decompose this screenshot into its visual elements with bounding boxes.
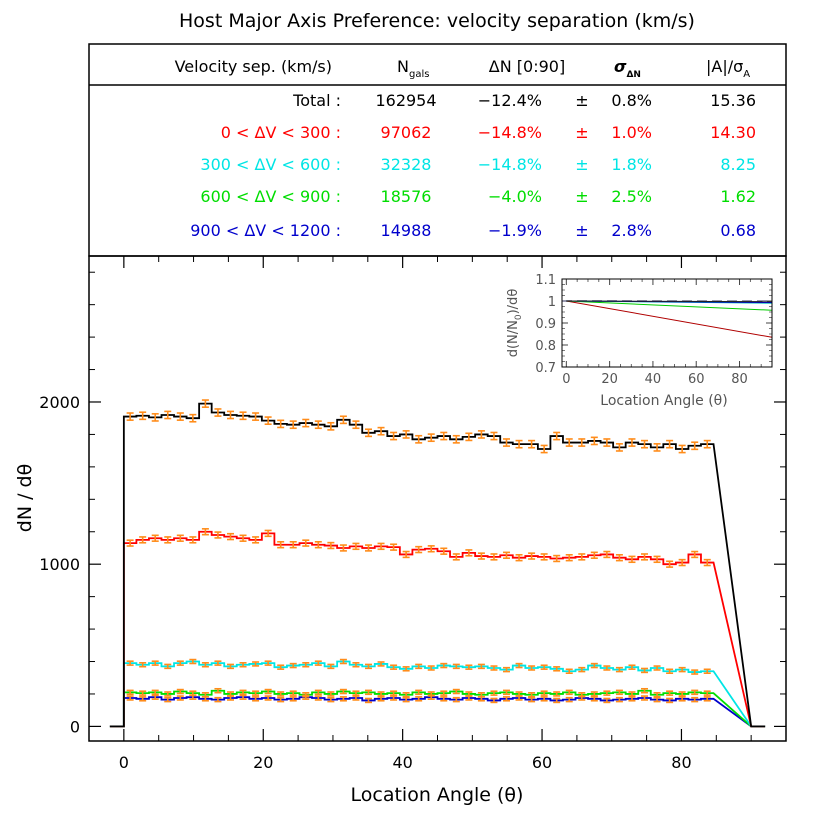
inset-y-tick-label: 1.1 xyxy=(535,273,556,288)
table-row: 900 < ΔV < 1200 : 14988 −1.9% ± 2.8% 0.6… xyxy=(190,221,756,240)
row-label: 300 < ΔV < 600 : xyxy=(200,155,341,174)
inset-y-tick-label: 0.9 xyxy=(535,317,556,332)
row-pm: ± xyxy=(575,187,588,206)
row-dn: −12.4% xyxy=(478,91,542,110)
x-axis-label: Location Angle (θ) xyxy=(351,784,524,806)
row-sigma: 1.8% xyxy=(611,155,652,174)
x-tick-label: 0 xyxy=(119,753,129,772)
row-ratio: 14.30 xyxy=(710,123,756,142)
header-ratio-main: |A|/σ xyxy=(706,57,743,76)
header-ngals: Ngals xyxy=(397,57,429,80)
header-sigma: σΔN xyxy=(614,57,641,80)
main-plot-frame xyxy=(88,255,787,742)
row-pm: ± xyxy=(575,123,588,142)
inset-y-tick-label: 1 xyxy=(548,295,556,310)
inset-series-line xyxy=(566,300,773,311)
row-ngals: 97062 xyxy=(381,123,432,142)
y-tick-label: 1000 xyxy=(39,555,80,574)
y-tick-label: 2000 xyxy=(39,393,80,412)
x-tick-label: 20 xyxy=(253,753,273,772)
histogram-series-line xyxy=(109,402,766,728)
x-tick-label: 80 xyxy=(671,753,691,772)
row-ratio: 15.36 xyxy=(710,91,756,110)
inset-y-tick-label: 0.8 xyxy=(535,339,556,354)
inset-x-tick-label: 20 xyxy=(601,372,618,387)
x-tick-label: 60 xyxy=(532,753,552,772)
inset-x-tick-label: 40 xyxy=(645,372,662,387)
header-sigma-main: σ xyxy=(614,57,627,76)
inset-x-tick-label: 60 xyxy=(688,372,705,387)
y-axis-label: dN / dθ xyxy=(14,464,36,532)
row-dn: −4.0% xyxy=(488,187,542,206)
row-dn: −1.9% xyxy=(488,221,542,240)
header-ngals-sub: gals xyxy=(409,69,429,80)
inset-x-tick-label: 0 xyxy=(562,372,570,387)
row-label: 0 < ΔV < 300 : xyxy=(221,123,341,142)
histogram-series-line xyxy=(109,696,766,728)
histogram-series-line xyxy=(109,530,766,728)
inset-y-axis-label: d(N/N0)/dθ xyxy=(506,289,524,358)
row-ngals: 162954 xyxy=(375,91,436,110)
row-ngals: 18576 xyxy=(381,187,432,206)
row-sigma: 2.5% xyxy=(611,187,652,206)
row-ngals: 14988 xyxy=(381,221,432,240)
row-dn: −14.8% xyxy=(478,155,542,174)
inset-y-axis-label-sub: 0 xyxy=(514,314,524,320)
row-sigma: 0.8% xyxy=(611,91,652,110)
row-sigma: 1.0% xyxy=(611,123,652,142)
inset-y-axis-label-tail: )/dθ xyxy=(506,289,521,315)
inset-plot: 0 20 40 60 80 0.7 0.8 0.9 1 1.1 xyxy=(535,273,773,387)
y-tick-label: 0 xyxy=(70,717,80,736)
table-row: 600 < ΔV < 900 : 18576 −4.0% ± 2.5% 1.62 xyxy=(200,187,756,206)
header-ratio-sub: A xyxy=(743,69,750,80)
row-pm: ± xyxy=(575,221,588,240)
inset-y-tick-label: 0.7 xyxy=(535,361,556,376)
header-velocity: Velocity sep. (km/s) xyxy=(175,57,332,76)
inset-series-line xyxy=(566,300,773,338)
row-ngals: 32328 xyxy=(381,155,432,174)
header-ratio: |A|/σA xyxy=(706,57,750,80)
row-ratio: 0.68 xyxy=(720,221,756,240)
row-label: 600 < ΔV < 900 : xyxy=(200,187,341,206)
inset-series-line xyxy=(566,300,773,303)
row-pm: ± xyxy=(575,91,588,110)
row-pm: ± xyxy=(575,155,588,174)
row-ratio: 8.25 xyxy=(720,155,756,174)
inset-x-axis-label: Location Angle (θ) xyxy=(600,393,727,409)
table-row: Total : 162954 −12.4% ± 0.8% 15.36 xyxy=(292,91,756,110)
row-label: Total : xyxy=(292,91,341,110)
inset-y-axis-label-main: d(N/N xyxy=(506,320,521,357)
chart-title: Host Major Axis Preference: velocity sep… xyxy=(179,10,695,32)
header-sigma-sub: ΔN xyxy=(626,70,641,80)
header-dn: ΔN [0:90] xyxy=(489,57,565,76)
table-row: 300 < ΔV < 600 : 32328 −14.8% ± 1.8% 8.2… xyxy=(200,155,756,174)
row-dn: −14.8% xyxy=(478,123,542,142)
table-row: 0 < ΔV < 300 : 97062 −14.8% ± 1.0% 14.30 xyxy=(221,123,756,142)
row-label: 900 < ΔV < 1200 : xyxy=(190,221,341,240)
header-ngals-main: N xyxy=(397,57,409,76)
inset-plot-frame xyxy=(561,278,773,368)
inset-x-tick-label: 80 xyxy=(731,372,748,387)
row-ratio: 1.62 xyxy=(720,187,756,206)
x-tick-label: 40 xyxy=(392,753,412,772)
row-sigma: 2.8% xyxy=(611,221,652,240)
